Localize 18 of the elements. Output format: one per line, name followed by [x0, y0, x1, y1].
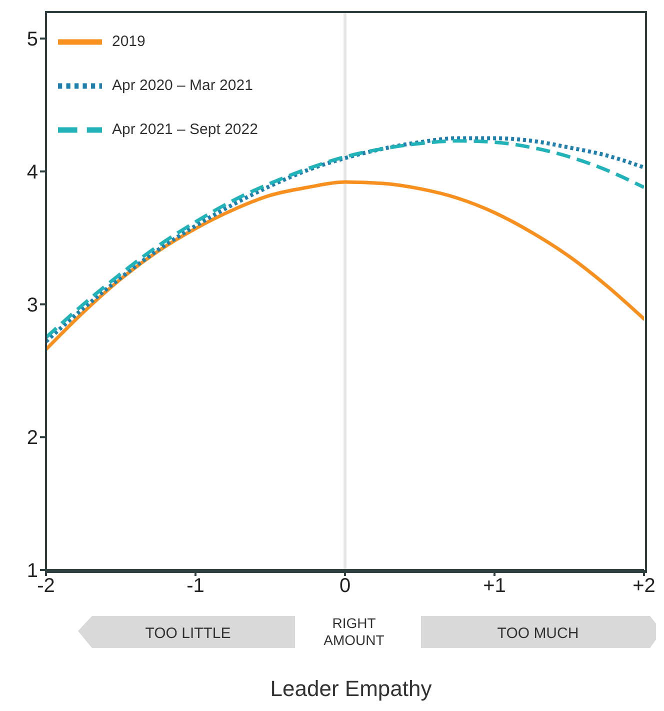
y-tick-label: 2 — [26, 427, 38, 450]
y-tick-label: 4 — [26, 162, 38, 184]
y-tick-label: 1 — [26, 560, 38, 582]
y-tick-label: 5 — [26, 28, 38, 51]
text: TOO LITTLE — [145, 625, 231, 642]
legend-label: Apr 2021 – Sept 2022 — [112, 120, 258, 138]
legend-label: 2019 — [112, 32, 146, 50]
x-tick-label: -1 — [186, 575, 204, 598]
text: TOO MUCH — [497, 625, 579, 642]
x-tick-label: 0 — [339, 575, 351, 598]
legend-label: Apr 2020 – Mar 2021 — [112, 76, 253, 94]
x-axis-title: Leader Empathy — [269, 676, 433, 702]
line-series — [46, 180, 644, 352]
x-tick-label: +2 — [632, 575, 656, 598]
text: RIGHT AMOUNT — [324, 615, 385, 648]
x-tick-label: -2 — [37, 575, 55, 598]
y-tick-label: 3 — [26, 294, 38, 316]
x-tick-label: +1 — [483, 575, 506, 598]
